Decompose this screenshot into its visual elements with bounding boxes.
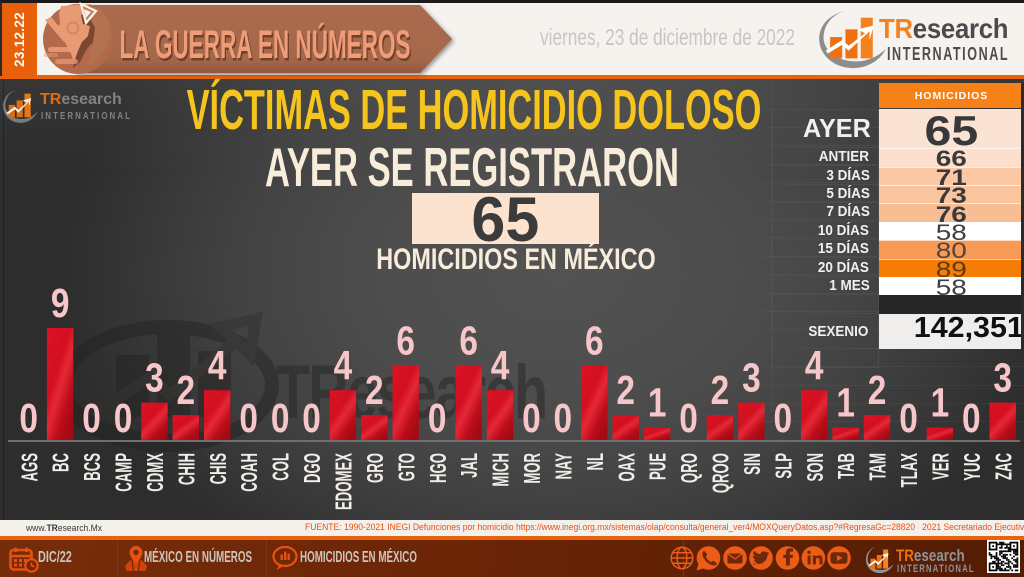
svg-text:4: 4: [334, 342, 353, 388]
svg-text:OAX: OAX: [615, 453, 641, 482]
svg-text:JAL: JAL: [457, 453, 483, 478]
svg-text:COAH: COAH: [237, 453, 263, 492]
svg-text:0: 0: [774, 395, 793, 441]
svg-text:2: 2: [868, 367, 887, 413]
svg-text:0: 0: [19, 395, 38, 441]
svg-text:2: 2: [711, 367, 730, 413]
svg-text:YUC: YUC: [960, 453, 986, 481]
svg-text:MOR: MOR: [520, 453, 546, 484]
svg-text:4: 4: [805, 342, 824, 388]
svg-text:GTO: GTO: [395, 453, 421, 481]
svg-text:4: 4: [491, 342, 510, 388]
svg-text:TAB: TAB: [834, 453, 860, 479]
svg-text:NAY: NAY: [552, 453, 578, 480]
svg-text:2: 2: [365, 367, 384, 413]
svg-text:SLP: SLP: [772, 453, 798, 479]
svg-text:0: 0: [239, 395, 258, 441]
svg-text:0: 0: [271, 395, 290, 441]
svg-text:0: 0: [679, 395, 698, 441]
svg-text:CHIS: CHIS: [206, 453, 232, 484]
svg-text:9: 9: [51, 285, 70, 326]
svg-text:QROO: QROO: [709, 453, 735, 493]
svg-text:0: 0: [899, 395, 918, 441]
svg-text:1: 1: [931, 379, 950, 425]
svg-text:1: 1: [836, 379, 855, 425]
svg-text:3: 3: [145, 354, 164, 400]
svg-text:BC: BC: [49, 453, 75, 472]
svg-text:0: 0: [428, 395, 447, 441]
svg-text:2: 2: [616, 367, 635, 413]
svg-text:6: 6: [585, 317, 604, 363]
svg-text:2: 2: [177, 367, 196, 413]
svg-text:BCS: BCS: [80, 453, 106, 481]
svg-text:6: 6: [459, 317, 478, 363]
svg-text:3: 3: [742, 354, 761, 400]
svg-text:CAMP: CAMP: [112, 453, 138, 492]
svg-text:TAM: TAM: [866, 453, 892, 481]
svg-text:3: 3: [993, 354, 1012, 400]
svg-text:PUE: PUE: [646, 453, 672, 480]
svg-text:NL: NL: [583, 453, 609, 471]
svg-text:TLAX: TLAX: [897, 453, 923, 488]
svg-text:0: 0: [302, 395, 321, 441]
svg-text:SIN: SIN: [740, 453, 766, 475]
svg-text:GRO: GRO: [363, 453, 389, 483]
svg-text:0: 0: [962, 395, 981, 441]
svg-text:0: 0: [114, 395, 133, 441]
svg-text:ZAC: ZAC: [992, 453, 1018, 480]
svg-text:CDMX: CDMX: [143, 453, 169, 492]
svg-text:6: 6: [396, 317, 415, 363]
svg-text:VER: VER: [929, 453, 955, 480]
svg-text:MICH: MICH: [489, 453, 515, 487]
svg-text:0: 0: [554, 395, 573, 441]
svg-text:QRO: QRO: [677, 453, 703, 483]
svg-text:4: 4: [208, 342, 227, 388]
svg-text:0: 0: [82, 395, 101, 441]
svg-text:HGO: HGO: [426, 453, 452, 483]
svg-text:CHIH: CHIH: [175, 453, 201, 485]
svg-text:COL: COL: [269, 453, 295, 481]
svg-text:0: 0: [522, 395, 541, 441]
svg-text:AGS: AGS: [18, 453, 44, 482]
svg-text:SON: SON: [803, 453, 829, 482]
svg-text:1: 1: [648, 379, 667, 425]
svg-text:EDOMEX: EDOMEX: [332, 453, 358, 510]
svg-text:DGO: DGO: [300, 453, 326, 483]
